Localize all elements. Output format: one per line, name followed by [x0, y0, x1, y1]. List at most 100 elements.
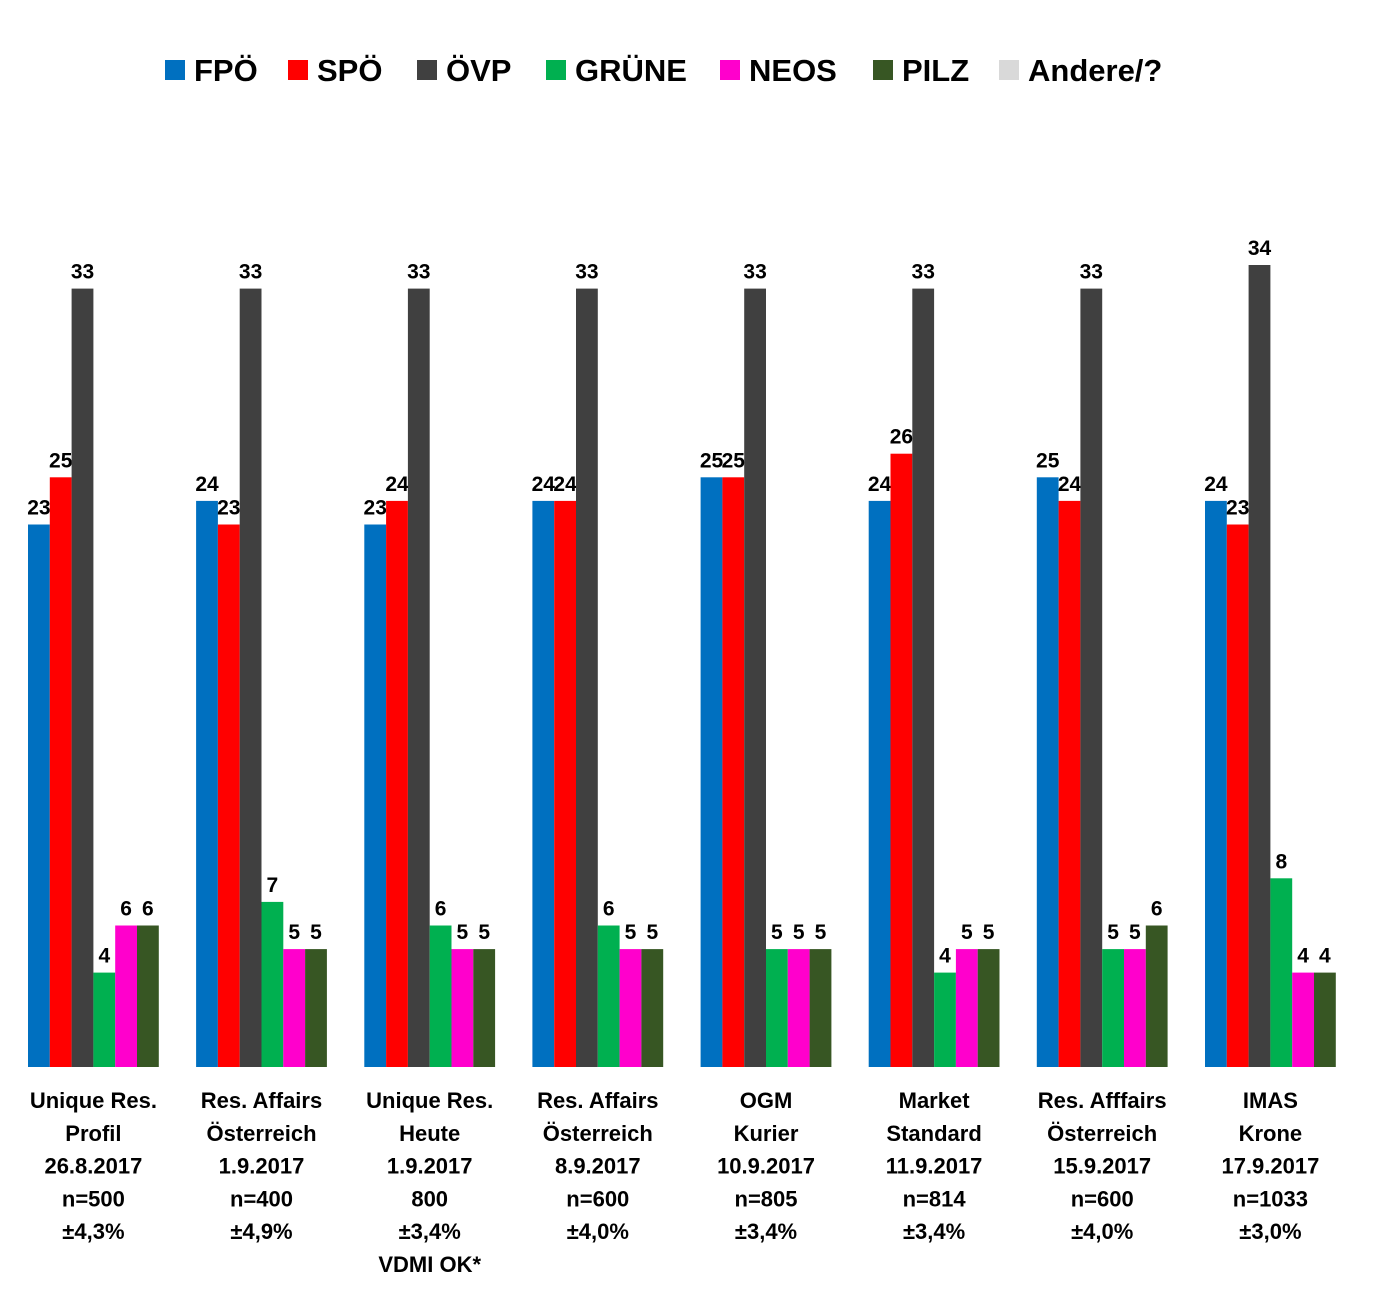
- data-label-fpoe: 24: [1204, 473, 1228, 496]
- legend-item-gruene: GRÜNE: [546, 53, 687, 88]
- legend: FPÖ SPÖ ÖVP GRÜNE NEOS PILZ Andere/?: [165, 53, 1162, 88]
- bar-oevp: [744, 288, 766, 1068]
- category-label-line: ±3,4%: [735, 1219, 797, 1244]
- data-label-oevp: 33: [575, 261, 598, 284]
- legend-label-fpoe: FPÖ: [194, 53, 258, 88]
- category-label-line: Österreich: [1047, 1121, 1157, 1146]
- bar-neos: [1124, 949, 1146, 1067]
- data-label-oevp: 33: [239, 261, 262, 284]
- data-label-fpoe: 24: [195, 473, 219, 496]
- bar-neos: [955, 949, 978, 1067]
- legend-swatch-gruene: [546, 60, 566, 80]
- category-label: OGM Kurier 10.9.2017 n=805 ±3,4%: [717, 1088, 815, 1244]
- data-label-neos: 5: [793, 921, 805, 944]
- bar-fpoe: [868, 500, 891, 1067]
- category-label-line: Res. Affairs: [201, 1088, 322, 1113]
- category-label-line: 26.8.2017: [44, 1154, 142, 1179]
- data-label-neos: 5: [1129, 921, 1141, 944]
- category-label-line: 15.9.2017: [1053, 1154, 1151, 1179]
- legend-item-spoe: SPÖ: [288, 53, 382, 88]
- data-label-pilz: 6: [1151, 898, 1163, 921]
- category-label-line: Österreich: [206, 1121, 316, 1146]
- data-label-spoe: 23: [1226, 497, 1249, 520]
- data-label-spoe: 23: [217, 497, 240, 520]
- legend-swatch-neos: [720, 60, 740, 80]
- bar-gruene: [934, 972, 956, 1067]
- bar-gruene: [766, 949, 788, 1067]
- category-label-line: VDMI OK*: [378, 1252, 481, 1277]
- category-label-line: n=400: [230, 1186, 293, 1211]
- legend-item-neos: NEOS: [720, 53, 837, 88]
- legend-label-oevp: ÖVP: [446, 53, 511, 88]
- bar-spoe: [217, 524, 240, 1067]
- data-label-oevp: 33: [912, 261, 935, 284]
- bar-pilz: [473, 949, 496, 1067]
- bar-pilz: [977, 949, 1000, 1067]
- bar-pilz: [305, 949, 327, 1067]
- bar-spoe: [890, 453, 913, 1067]
- category-labels: Unique Res. Profil 26.8.2017 n=500 ±4,3% Res.…: [30, 1088, 1320, 1277]
- bar-fpoe: [1205, 500, 1227, 1067]
- category-label-line: n=600: [566, 1186, 629, 1211]
- data-label-fpoe: 23: [364, 497, 387, 520]
- category-label-line: Krone: [1239, 1121, 1303, 1146]
- bar-gruene: [1102, 949, 1124, 1067]
- bar-fpoe: [1036, 477, 1059, 1067]
- data-label-gruene: 8: [1275, 850, 1287, 873]
- category-label-line: 8.9.2017: [555, 1154, 641, 1179]
- category-label-line: IMAS: [1243, 1088, 1298, 1113]
- data-label-gruene: 4: [939, 945, 951, 968]
- data-label-gruene: 4: [98, 945, 110, 968]
- data-label-spoe: 26: [890, 426, 913, 449]
- legend-item-andere: Andere/?: [999, 53, 1162, 88]
- category-label-line: n=1033: [1233, 1186, 1308, 1211]
- legend-swatch-spoe: [288, 60, 308, 80]
- bar-spoe: [1058, 500, 1081, 1067]
- bar-neos: [787, 949, 810, 1067]
- data-label-fpoe: 23: [27, 497, 50, 520]
- bar-pilz: [641, 949, 664, 1067]
- category-label-line: Res. Afffairs: [1038, 1088, 1167, 1113]
- category-label: Unique Res. Heute 1.9.2017 800 ±3,4% VDMI OK*: [366, 1088, 493, 1277]
- category-label-line: 800: [411, 1186, 448, 1211]
- data-label-pilz: 5: [646, 921, 658, 944]
- bar-oevp: [1080, 288, 1103, 1068]
- category-label-line: ±3,4%: [399, 1219, 461, 1244]
- category-label-line: Kurier: [734, 1121, 799, 1146]
- legend-label-pilz: PILZ: [902, 53, 969, 88]
- bar-gruene: [1270, 878, 1293, 1067]
- bar-spoe: [386, 500, 408, 1067]
- bar-fpoe: [364, 524, 387, 1067]
- data-label-fpoe: 24: [868, 473, 892, 496]
- poll-group: 23 25 33 4 6 6: [27, 261, 159, 1068]
- category-label-line: n=805: [735, 1186, 798, 1211]
- bar-oevp: [71, 288, 94, 1068]
- category-label-line: 11.9.2017: [886, 1154, 983, 1179]
- legend-swatch-oevp: [417, 60, 437, 80]
- data-label-neos: 5: [288, 921, 300, 944]
- bar-spoe: [1226, 524, 1249, 1067]
- bar-fpoe: [700, 477, 723, 1067]
- category-label: Res. Afffairs Österreich 15.9.2017 n=600 ±4,…: [1038, 1088, 1167, 1244]
- data-label-gruene: 7: [267, 874, 279, 897]
- bar-fpoe: [196, 500, 218, 1067]
- category-label-line: Market: [899, 1088, 971, 1113]
- category-label: Unique Res. Profil 26.8.2017 n=500 ±4,3%: [30, 1088, 157, 1244]
- bar-pilz: [137, 925, 159, 1067]
- data-label-pilz: 5: [478, 921, 490, 944]
- category-label: IMAS Krone 17.9.2017 n=1033 ±3,0%: [1221, 1088, 1319, 1244]
- data-label-spoe: 25: [49, 449, 73, 472]
- data-label-neos: 4: [1297, 945, 1309, 968]
- data-label-oevp: 33: [407, 261, 430, 284]
- bar-pilz: [1145, 925, 1168, 1067]
- category-label-line: 1.9.2017: [387, 1154, 473, 1179]
- data-label-neos: 5: [961, 921, 973, 944]
- legend-swatch-fpoe: [165, 60, 185, 80]
- data-label-oevp: 33: [71, 261, 94, 284]
- data-label-gruene: 6: [435, 898, 447, 921]
